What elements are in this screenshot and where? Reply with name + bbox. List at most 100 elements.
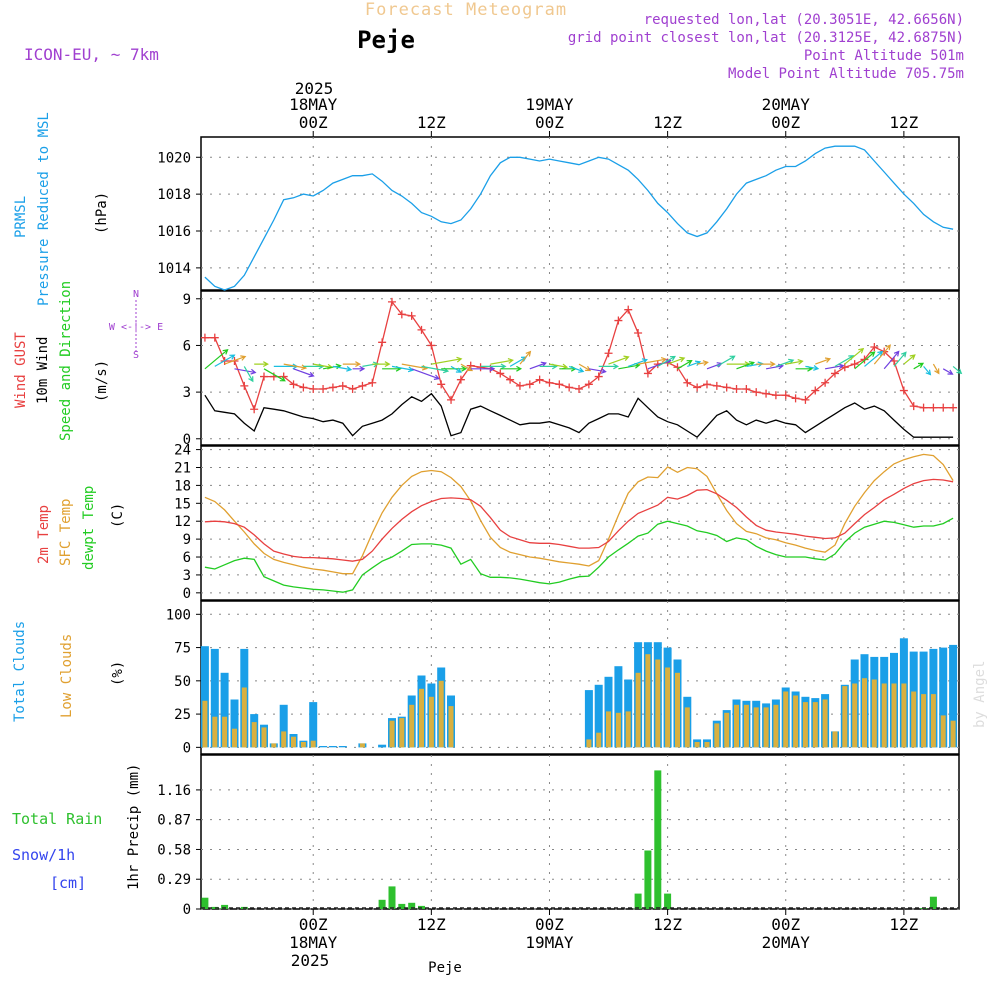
low-cloud-bar bbox=[714, 723, 720, 748]
wind-arrow bbox=[243, 366, 254, 383]
pressure-unit: (hPa) bbox=[94, 192, 110, 234]
top-hour-label: 12Z bbox=[417, 113, 446, 132]
gust-marker bbox=[771, 391, 780, 400]
total-cloud-bar bbox=[378, 744, 387, 748]
top-date-label: 19MAY bbox=[525, 95, 574, 114]
low-cloud-bar bbox=[724, 712, 730, 748]
gust-marker bbox=[575, 385, 584, 393]
low-cloud-bar bbox=[635, 672, 641, 748]
low-cloud-bar bbox=[881, 683, 887, 748]
bottom-hour-label: 12Z bbox=[653, 915, 682, 934]
total-cloud-bar bbox=[584, 690, 593, 748]
wind-arrow bbox=[500, 365, 523, 372]
wind-ytick-label: 3 bbox=[183, 385, 191, 401]
gust-marker bbox=[397, 310, 406, 319]
chart-title: Forecast Meteogram bbox=[365, 0, 567, 20]
low-cloud-bar bbox=[606, 711, 611, 748]
low-cloud-bar bbox=[793, 695, 799, 748]
total-cloud-bar bbox=[210, 648, 219, 748]
temp-ytick-label: 3 bbox=[183, 568, 191, 584]
wind-arrow bbox=[598, 363, 620, 370]
precip-ytick-label: 0.58 bbox=[157, 842, 191, 858]
precip-ytick-label: 1.16 bbox=[157, 783, 191, 799]
pressure-label-prmsl: PRMSL bbox=[13, 196, 29, 238]
pressure-ytick-label: 1020 bbox=[157, 150, 191, 166]
total-cloud-bar bbox=[594, 684, 603, 748]
temp-2m-line bbox=[204, 478, 954, 562]
gust-marker bbox=[250, 405, 259, 414]
watermark: by Angel bbox=[972, 661, 988, 728]
low-cloud-bar bbox=[921, 694, 927, 748]
low-cloud-bar bbox=[615, 712, 621, 748]
low-cloud-bar bbox=[871, 679, 877, 748]
rain-bar bbox=[664, 893, 672, 909]
gust-marker bbox=[417, 325, 426, 334]
model-label: ICON-EU, ~ 7km bbox=[24, 45, 159, 64]
rain-label: Total Rain bbox=[12, 810, 102, 828]
gust-marker bbox=[594, 372, 603, 381]
low-cloud-bar bbox=[428, 696, 434, 748]
wind-ytick-label: 6 bbox=[183, 338, 191, 354]
rain-bar bbox=[388, 886, 396, 909]
wind-arrow bbox=[647, 359, 672, 370]
gust-marker bbox=[811, 386, 820, 395]
temp-unit: (C) bbox=[110, 503, 126, 528]
requested-coords: requested lon,lat (20.3051E, 42.6656N) bbox=[644, 12, 964, 28]
sfc-temp-line bbox=[204, 453, 954, 575]
precip-panel-frame bbox=[200, 754, 960, 910]
low-cloud-bar bbox=[930, 694, 936, 748]
precip-unit: 1hr Precip (mm) bbox=[126, 764, 142, 890]
gust-marker bbox=[949, 403, 958, 412]
bottom-hour-label: 00Z bbox=[535, 915, 564, 934]
rain-bar bbox=[398, 903, 406, 909]
wind-arrow bbox=[254, 361, 269, 368]
temp-panel-frame bbox=[200, 445, 960, 601]
gust-marker bbox=[919, 403, 928, 412]
wind-arrow bbox=[352, 365, 366, 372]
low-cloud-bar bbox=[419, 688, 424, 748]
compass-n: N bbox=[133, 289, 139, 300]
wind-arrow bbox=[716, 355, 736, 367]
precip-ytick-label: 0.87 bbox=[157, 813, 191, 829]
pressure-label-msl: Pressure Reduced to MSL bbox=[36, 112, 52, 306]
gust-marker bbox=[929, 403, 938, 412]
clouds-ytick-label: 100 bbox=[166, 607, 191, 623]
low-cloud-bar bbox=[625, 711, 631, 748]
point-altitude: Point Altitude 501m bbox=[804, 48, 964, 64]
compass-we: W <-|-> E bbox=[109, 322, 163, 333]
temp-ytick-label: 18 bbox=[174, 478, 191, 494]
low-cloud-bar bbox=[743, 704, 749, 748]
low-cloud-bar bbox=[911, 691, 917, 748]
gust-marker bbox=[525, 380, 534, 389]
wind-arrow bbox=[234, 368, 257, 375]
temp-ytick-label: 12 bbox=[174, 514, 191, 530]
wind-arrow bbox=[805, 365, 820, 371]
temp-ytick-label: 0 bbox=[183, 586, 191, 602]
low-cloud-bar bbox=[665, 667, 671, 748]
low-cloud-bar bbox=[655, 659, 661, 748]
total-cloud-bar bbox=[230, 699, 239, 748]
wind-arrow bbox=[756, 361, 776, 368]
compass-s: S bbox=[133, 350, 139, 361]
low-cloud-bar bbox=[438, 680, 444, 748]
bottom-hour-label: 00Z bbox=[771, 915, 800, 934]
gust-marker bbox=[702, 380, 711, 389]
total-cloud-bar bbox=[338, 746, 347, 748]
total-cloud-bar bbox=[949, 644, 958, 748]
low-cloud-bar bbox=[586, 739, 592, 748]
wind-arrow bbox=[903, 354, 916, 365]
dewpt-line bbox=[204, 517, 954, 593]
gust-marker bbox=[742, 385, 751, 393]
rain-bar bbox=[221, 904, 229, 909]
low-cloud-bar bbox=[812, 702, 818, 748]
low-cloud-bar bbox=[222, 716, 228, 748]
wind-arrow bbox=[204, 349, 229, 370]
low-cloud-bar bbox=[399, 718, 405, 748]
gust-marker bbox=[762, 389, 771, 398]
gust-marker bbox=[850, 360, 859, 369]
wind-gust-label: Wind GUST bbox=[13, 332, 29, 408]
precip-ytick-label: 0 bbox=[183, 902, 191, 918]
wind-arrow bbox=[214, 354, 236, 367]
rain-bar bbox=[634, 893, 642, 909]
low-cloud-bar bbox=[901, 683, 907, 748]
